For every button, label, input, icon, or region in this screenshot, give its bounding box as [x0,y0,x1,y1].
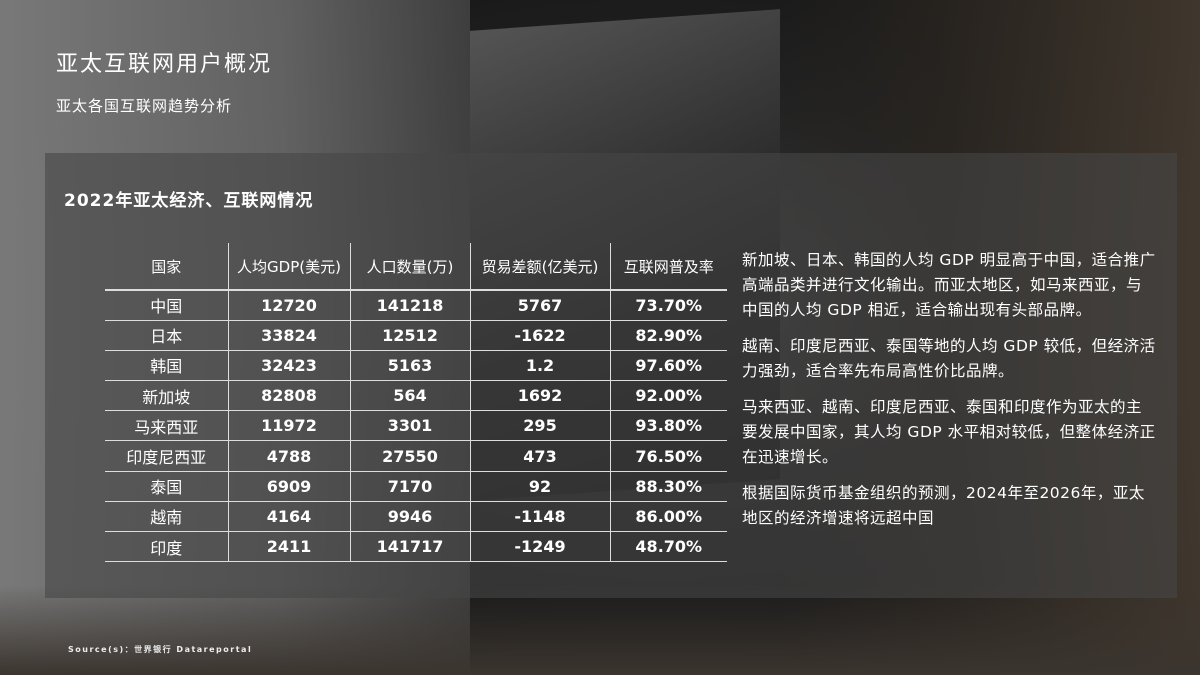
table-row: 印度 2411 141717 -1249 48.70% [105,531,727,563]
table-cell: 73.70% [609,290,727,321]
table-cell: 泰国 [105,471,228,502]
table-cell: 9946 [349,501,470,533]
background-table-surface [0,585,1200,675]
page-subtitle: 亚太各国互联网趋势分析 [56,97,233,115]
table-cell: 82.90% [609,320,727,351]
table-cell: 76.50% [609,440,727,472]
table-cell: 82808 [227,380,350,412]
table-cell: 141717 [349,531,470,563]
table-cell: 印度 [105,531,228,563]
table-cell: 12512 [349,320,470,351]
table-cell: 564 [349,380,470,412]
table-cell: 33824 [227,320,350,351]
table-cell: 48.70% [609,531,727,563]
table-cell: 韩国 [105,350,228,382]
table-cell: 92 [469,471,610,502]
table-cell: 27550 [349,440,470,472]
table-cell: 12720 [227,290,350,321]
table-cell: 越南 [105,501,228,533]
table-cell: 11972 [227,410,350,442]
page-title: 亚太互联网用户概况 [56,52,273,77]
table-cell: 473 [469,440,610,472]
table-cell: 1692 [469,380,610,412]
table-row: 越南 4164 9946 -1148 86.00% [105,501,727,533]
table-cell: 7170 [349,471,470,502]
source-note: Source(s)：世界银行 Datareportal [68,645,253,654]
table-cell: 295 [469,410,610,442]
table-cell: 6909 [227,471,350,502]
table-cell: 97.60% [609,350,727,382]
note-paragraph: 马来西亚、越南、印度尼西亚、泰国和印度作为亚太的主要发展中国家，其人均 GDP … [742,398,1156,466]
table-cell: -1148 [469,501,610,533]
table-cell: 新加坡 [105,380,228,412]
table-row: 泰国 6909 7170 92 88.30% [105,471,727,502]
column-header: 贸易差额(亿美元) [469,243,610,291]
table-cell: 88.30% [609,471,727,502]
column-header: 人均GDP(美元) [227,243,350,291]
table-cell: 4164 [227,501,350,533]
table-row: 韩国 32423 5163 1.2 97.60% [105,350,727,382]
table-cell: 32423 [227,350,350,382]
table-cell: -1249 [469,531,610,563]
table-cell: 印度尼西亚 [105,440,228,472]
table-header-row: 国家 人均GDP(美元) 人口数量(万) 贸易差额(亿美元) 互联网普及率 [105,243,727,291]
table-cell: 3301 [349,410,470,442]
table-row: 印度尼西亚 4788 27550 473 76.50% [105,440,727,472]
table-cell: 4788 [227,440,350,472]
table-cell: 5163 [349,350,470,382]
table-row: 日本 33824 12512 -1622 82.90% [105,320,727,351]
note-paragraph: 根据国际货币基金组织的预测，2024年至2026年，亚太地区的经济增速将远超中国 [742,484,1145,527]
table-cell: 92.00% [609,380,727,412]
analysis-notes: 新加坡、日本、韩国的人均 GDP 明显高于中国，适合推广高端品类并进行文化输出。… [742,248,1157,542]
data-table: 国家 人均GDP(美元) 人口数量(万) 贸易差额(亿美元) 互联网普及率 中国… [105,243,727,563]
table-cell: 中国 [105,290,228,321]
table-cell: 86.00% [609,501,727,533]
column-header: 国家 [105,243,228,291]
table-row: 新加坡 82808 564 1692 92.00% [105,380,727,412]
column-header: 人口数量(万) [349,243,470,291]
column-header: 互联网普及率 [609,243,727,291]
panel-title: 2022年亚太经济、互联网情况 [64,191,314,211]
table-cell: 2411 [227,531,350,563]
table-cell: 93.80% [609,410,727,442]
table-cell: -1622 [469,320,610,351]
note-paragraph: 越南、印度尼西亚、泰国等地的人均 GDP 较低，但经济活力强劲，适合率先布局高性… [742,337,1156,380]
table-row: 马来西亚 11972 3301 295 93.80% [105,410,727,442]
table-cell: 马来西亚 [105,410,228,442]
table-cell: 1.2 [469,350,610,382]
table-cell: 5767 [469,290,610,321]
table-row: 中国 12720 141218 5767 73.70% [105,290,727,321]
note-paragraph: 新加坡、日本、韩国的人均 GDP 明显高于中国，适合推广高端品类并进行文化输出。… [742,251,1156,319]
table-cell: 141218 [349,290,470,321]
table-cell: 日本 [105,320,228,351]
